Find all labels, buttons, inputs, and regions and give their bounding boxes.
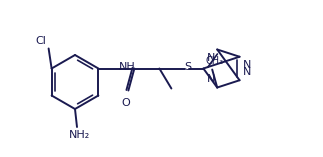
Text: N: N (207, 54, 215, 63)
Text: O: O (121, 97, 130, 108)
Text: N: N (243, 67, 251, 77)
Text: Cl: Cl (35, 35, 46, 46)
Text: N: N (243, 60, 251, 70)
Text: NH: NH (119, 62, 136, 73)
Text: NH₂: NH₂ (68, 130, 89, 140)
Text: S: S (184, 62, 191, 73)
Text: CH₃: CH₃ (205, 56, 223, 65)
Text: N: N (207, 73, 215, 84)
